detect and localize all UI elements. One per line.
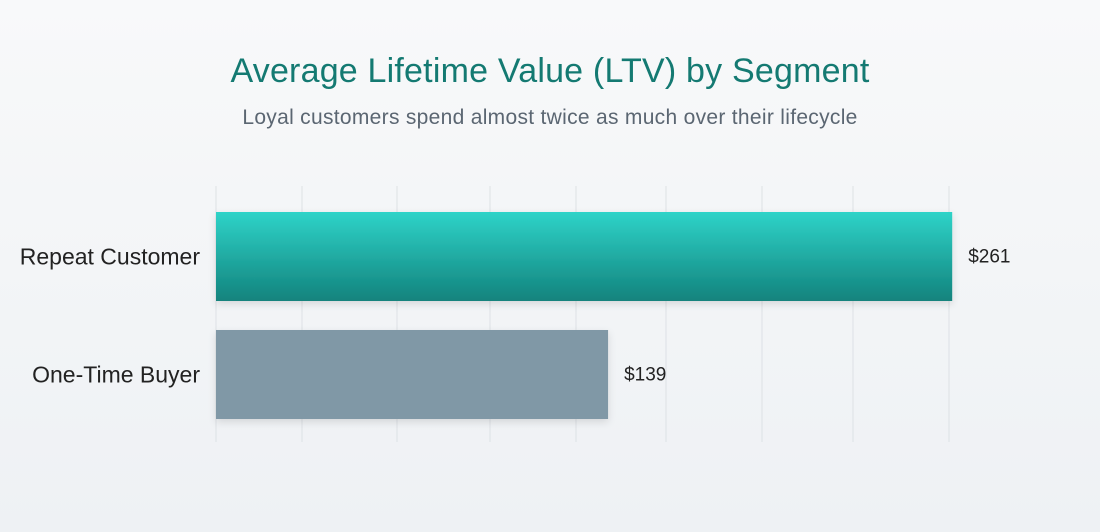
labels: Repeat Customer $261 One-Time Buyer $139 (20, 244, 1011, 388)
category-label-repeat-customer: Repeat Customer (20, 244, 201, 270)
chart-title: Average Lifetime Value (LTV) by Segment (230, 52, 870, 90)
bar-repeat-customer (216, 212, 953, 301)
value-label-one-time-buyer: $139 (624, 365, 666, 386)
bar-one-time-buyer (216, 330, 609, 419)
value-label-repeat-customer: $261 (968, 247, 1010, 268)
category-label-one-time-buyer: One-Time Buyer (32, 362, 200, 388)
bars (216, 212, 953, 419)
chart-subtitle: Loyal customers spend almost twice as mu… (242, 106, 858, 129)
